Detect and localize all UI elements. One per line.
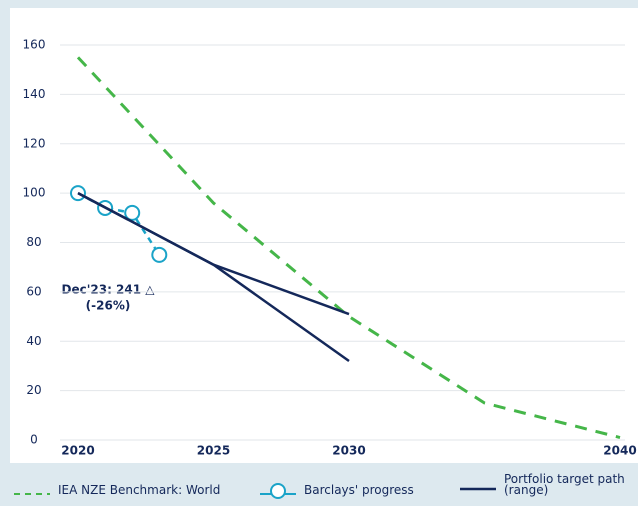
y-tick-label: 160 (23, 38, 46, 52)
legend-swatch (260, 483, 296, 499)
marker (124, 204, 141, 221)
legend-marker (270, 483, 286, 499)
marker (151, 246, 168, 263)
chart: Dec'23: 241 △ (-26%) 0204060801001201401… (10, 8, 638, 463)
y-tick-label: 100 (23, 186, 46, 200)
x-tick-label: 2025 (197, 444, 230, 458)
y-tick-label: 120 (23, 136, 46, 150)
line (77, 192, 350, 363)
legend-label: IEA NZE Benchmark: World (58, 483, 221, 497)
annotation: Dec'23: 241 △ (61, 283, 155, 297)
legend-item: Portfolio target path (range) (458, 472, 638, 497)
legend-label: Portfolio target path (range) (504, 472, 625, 497)
y-tick-label: 40 (26, 334, 41, 348)
y-tick-label: 140 (23, 87, 46, 101)
plot-background (10, 8, 638, 463)
x-tick-label: 2030 (332, 444, 365, 458)
legend-swatch (14, 493, 50, 495)
x-tick-label: 2020 (61, 444, 94, 458)
y-tick-label: 0 (30, 433, 38, 447)
annotation: (-26%) (86, 299, 131, 313)
y-tick-label: 20 (26, 383, 41, 397)
y-tick-label: 80 (26, 235, 41, 249)
line (76, 56, 621, 439)
legend-item: Barclays' progress (258, 480, 414, 500)
y-tick-label: 60 (26, 284, 41, 298)
legend-swatch (460, 487, 496, 491)
x-tick-label: 2040 (603, 444, 636, 458)
legend-item: IEA NZE Benchmark: World (12, 480, 220, 500)
legend-label: Barclays' progress (304, 483, 414, 497)
